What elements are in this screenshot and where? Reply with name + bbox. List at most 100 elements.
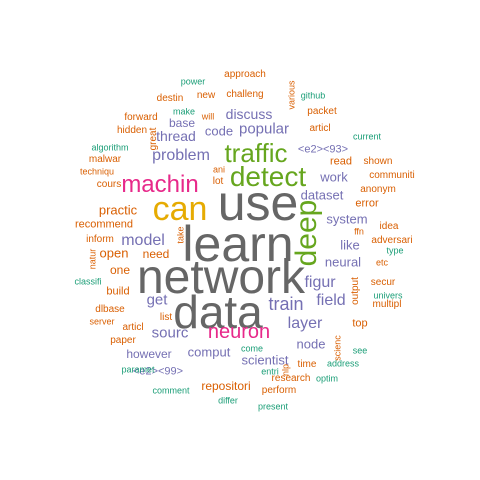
word-popular: popular	[238, 120, 290, 138]
word-output: output	[350, 277, 361, 305]
word-paper: paper	[110, 335, 136, 346]
word-lot: lot	[212, 176, 224, 187]
word-malwar: malwar	[88, 154, 122, 165]
word-current: current	[352, 131, 382, 142]
word-classifi: classifi	[74, 276, 102, 287]
word-work: work	[320, 169, 348, 185]
word-secur: secur	[370, 277, 396, 288]
word-entri: entri	[261, 366, 279, 377]
word-top: top	[352, 317, 368, 330]
word-figur: figur	[304, 274, 336, 291]
word-dataset: dataset	[300, 187, 344, 203]
word-however: however	[126, 347, 172, 361]
word-shown: shown	[363, 156, 393, 167]
word-perform: perform	[261, 385, 297, 396]
word-field: field	[316, 292, 346, 309]
word-power: power	[180, 76, 206, 87]
word-network: network	[136, 251, 306, 304]
word-learn: learn	[182, 216, 294, 272]
word-machin: machin	[121, 171, 199, 198]
word-repositori: repositori	[201, 379, 251, 393]
word-e293: <e2><93>	[297, 143, 349, 156]
word-get: get	[146, 291, 168, 309]
word-challeng: challeng	[226, 89, 264, 100]
word-comment: comment	[152, 385, 190, 396]
word-e299: <e2><99>	[132, 365, 184, 378]
word-one: one	[109, 263, 131, 277]
word-algorithm: algorithm	[91, 142, 129, 153]
word-communiti: communiti	[369, 170, 415, 181]
word-system: system	[326, 211, 368, 227]
word-type: type	[386, 245, 404, 256]
word-github: github	[300, 90, 326, 101]
word-base: base	[168, 116, 196, 130]
word-come: come	[240, 343, 264, 354]
word-traffic: traffic	[224, 138, 288, 168]
word-scientist: scientist	[241, 352, 289, 368]
word-server: server	[89, 316, 115, 327]
word-hidden: hidden	[116, 125, 148, 136]
word-model: model	[121, 232, 165, 249]
word-research: research	[271, 373, 311, 384]
word-neuron: neuron	[207, 321, 271, 343]
word-like: like	[340, 237, 360, 253]
word-articl-1: articl	[122, 322, 144, 333]
word-etc: etc	[375, 257, 389, 268]
word-forward: forward	[124, 112, 158, 123]
word-need: need	[142, 247, 170, 261]
word-layer: layer	[287, 315, 323, 332]
word-ffn: ffn	[354, 226, 364, 237]
word-node: node	[296, 336, 326, 352]
word-approach: approach	[224, 69, 266, 80]
word-natur: natur	[87, 248, 98, 270]
word-take: take	[175, 226, 186, 244]
word-inform: inform	[86, 234, 114, 245]
word-new: new	[196, 90, 216, 101]
word-differ: differ	[218, 395, 238, 406]
word-open: open	[99, 245, 129, 261]
word-thread: thread	[156, 128, 196, 144]
word-make: make	[172, 106, 196, 117]
word-great: great	[148, 127, 159, 151]
word-cours: cours	[96, 179, 122, 190]
word-scienc: scienc	[332, 335, 343, 361]
word-data: data	[173, 286, 263, 338]
word-address: address	[326, 358, 360, 369]
word-articl-2: articl	[309, 123, 331, 134]
word-discuss: discuss	[225, 106, 273, 122]
word-list: list	[159, 312, 173, 323]
word-deep: deep	[290, 199, 323, 267]
word-use: use	[217, 175, 299, 231]
word-present: present	[257, 401, 289, 412]
word-neural: neural	[324, 254, 362, 270]
word-techniqu: techniqu	[79, 166, 115, 177]
word-ani: ani	[212, 164, 226, 175]
word-detect: detect	[229, 161, 307, 192]
word-dlbase: dlbase	[95, 304, 125, 315]
word-can: can	[152, 190, 208, 228]
word-error: error	[355, 197, 379, 210]
word-comput: comput	[187, 344, 231, 360]
word-problem: problem	[152, 147, 210, 164]
word-read: read	[329, 155, 353, 168]
word-see: see	[352, 345, 368, 356]
word-adversari: adversari	[371, 235, 413, 246]
word-idea: idea	[379, 221, 399, 232]
word-packet: packet	[307, 106, 337, 117]
word-build: build	[106, 285, 130, 298]
word-multipl: multipl	[372, 299, 402, 310]
word-code: code	[204, 123, 234, 139]
word-recommend: recommend	[74, 218, 134, 231]
word-destin: destin	[156, 93, 184, 104]
word-time: time	[297, 359, 317, 370]
word-optim: optim	[315, 373, 339, 384]
word-sourc: sourc	[151, 324, 189, 342]
word-practic: practic	[98, 202, 138, 218]
word-various: various	[286, 80, 297, 110]
word-will: will	[201, 111, 215, 122]
word-train: train	[268, 294, 304, 314]
word-univers: univers	[373, 290, 403, 301]
word-paramet: paramet	[121, 364, 155, 375]
word-anonym: anonym	[360, 184, 396, 195]
